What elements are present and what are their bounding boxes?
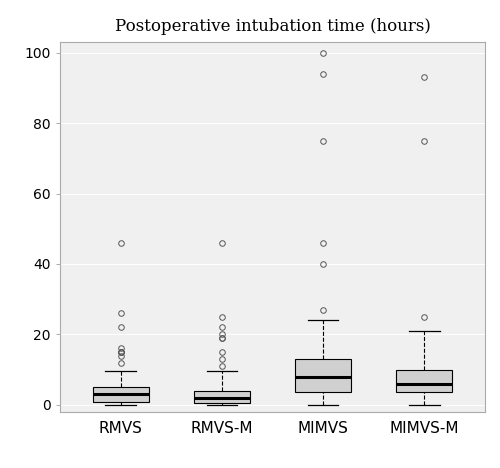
- Title: Postoperative intubation time (hours): Postoperative intubation time (hours): [114, 18, 430, 35]
- Bar: [194, 391, 250, 403]
- Bar: [396, 370, 452, 393]
- Bar: [296, 359, 351, 393]
- Bar: [93, 387, 148, 402]
